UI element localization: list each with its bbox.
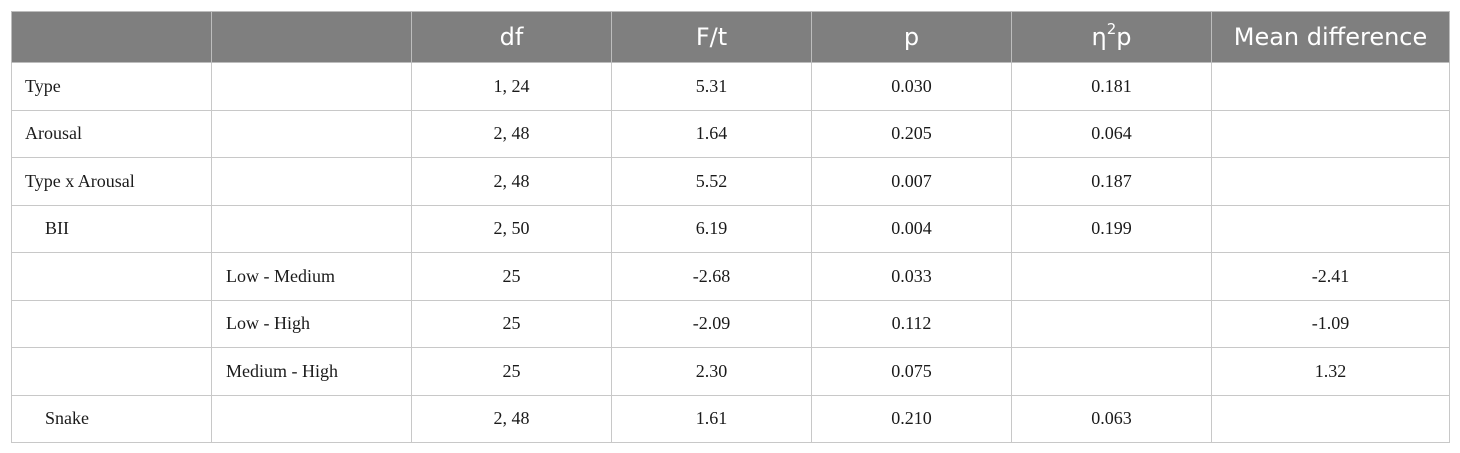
row-p: 0.004 — [811, 204, 1012, 253]
row-eta: 0.187 — [1011, 157, 1212, 206]
row-label: Arousal — [11, 109, 212, 158]
header-row: df F/t p η2p Mean difference — [11, 11, 1450, 63]
row-mean-difference — [1211, 109, 1450, 158]
row-label — [11, 347, 212, 396]
row-df: 25 — [411, 347, 612, 396]
row-mean-difference — [1211, 157, 1450, 206]
row-contrast: Medium - High — [211, 347, 412, 396]
row-df: 2, 48 — [411, 109, 612, 158]
row-p: 0.112 — [811, 299, 1012, 348]
header-contrast — [211, 11, 412, 63]
row-contrast: Low - Medium — [211, 252, 412, 301]
header-partial-eta-squared: η2p — [1011, 11, 1212, 63]
header-df: df — [411, 11, 612, 63]
row-df: 2, 50 — [411, 204, 612, 253]
row-mean-difference: -1.09 — [1211, 299, 1450, 348]
header-f-t: F/t — [611, 11, 812, 63]
table-row: Medium - High 25 2.30 0.075 1.32 — [11, 347, 1450, 396]
row-f-t: 1.61 — [611, 394, 812, 443]
row-label — [11, 252, 212, 301]
row-mean-difference — [1211, 62, 1450, 111]
row-df: 1, 24 — [411, 62, 612, 111]
row-p: 0.007 — [811, 157, 1012, 206]
table-header: df F/t p η2p Mean difference — [11, 11, 1450, 63]
row-contrast: Low - High — [211, 299, 412, 348]
row-label: Snake — [11, 394, 212, 443]
header-effect — [11, 11, 212, 63]
table-row: Snake 2, 48 1.61 0.210 0.063 — [11, 394, 1450, 443]
row-mean-difference: -2.41 — [1211, 252, 1450, 301]
table-row: Low - High 25 -2.09 0.112 -1.09 — [11, 299, 1450, 348]
eta-subscript: p — [1116, 23, 1132, 51]
row-label: Type x Arousal — [11, 157, 212, 206]
table-row: Low - Medium 25 -2.68 0.033 -2.41 — [11, 252, 1450, 301]
row-f-t: 2.30 — [611, 347, 812, 396]
row-contrast — [211, 109, 412, 158]
row-p: 0.205 — [811, 109, 1012, 158]
row-f-t: 1.64 — [611, 109, 812, 158]
row-df: 25 — [411, 252, 612, 301]
row-p: 0.210 — [811, 394, 1012, 443]
row-eta: 0.063 — [1011, 394, 1212, 443]
row-f-t: -2.68 — [611, 252, 812, 301]
row-f-t: 5.31 — [611, 62, 812, 111]
eta-superscript: 2 — [1106, 20, 1117, 38]
header-p: p — [811, 11, 1012, 63]
row-eta: 0.181 — [1011, 62, 1212, 111]
row-df: 2, 48 — [411, 157, 612, 206]
row-mean-difference — [1211, 204, 1450, 253]
row-f-t: 6.19 — [611, 204, 812, 253]
row-mean-difference: 1.32 — [1211, 347, 1450, 396]
statistics-table: df F/t p η2p Mean difference Type 1, 24 … — [11, 11, 1450, 443]
row-df: 25 — [411, 299, 612, 348]
table-body: Type 1, 24 5.31 0.030 0.181 Arousal 2, 4… — [11, 62, 1450, 443]
row-contrast — [211, 62, 412, 111]
table-row: BII 2, 50 6.19 0.004 0.199 — [11, 204, 1450, 253]
row-f-t: -2.09 — [611, 299, 812, 348]
row-eta — [1011, 252, 1212, 301]
table-row: Type 1, 24 5.31 0.030 0.181 — [11, 62, 1450, 111]
row-eta: 0.064 — [1011, 109, 1212, 158]
row-eta — [1011, 347, 1212, 396]
row-contrast — [211, 157, 412, 206]
row-label: Type — [11, 62, 212, 111]
row-contrast — [211, 394, 412, 443]
header-mean-difference: Mean difference — [1211, 11, 1450, 63]
row-label — [11, 299, 212, 348]
row-label: BII — [11, 204, 212, 253]
eta-symbol: η — [1091, 23, 1107, 51]
row-mean-difference — [1211, 394, 1450, 443]
table-row: Type x Arousal 2, 48 5.52 0.007 0.187 — [11, 157, 1450, 206]
row-eta — [1011, 299, 1212, 348]
table-row: Arousal 2, 48 1.64 0.205 0.064 — [11, 109, 1450, 158]
row-df: 2, 48 — [411, 394, 612, 443]
row-p: 0.030 — [811, 62, 1012, 111]
row-p: 0.033 — [811, 252, 1012, 301]
row-f-t: 5.52 — [611, 157, 812, 206]
row-eta: 0.199 — [1011, 204, 1212, 253]
row-p: 0.075 — [811, 347, 1012, 396]
row-contrast — [211, 204, 412, 253]
